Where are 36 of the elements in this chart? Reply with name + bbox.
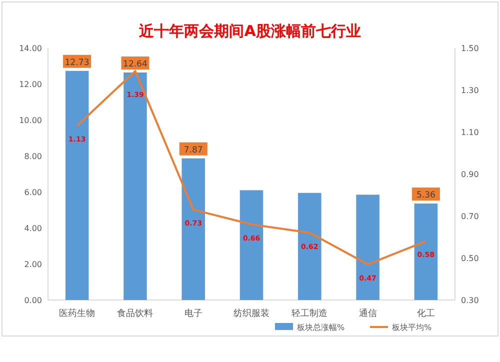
y2-tick-label: 1.50 — [461, 44, 479, 53]
data-label: 12.73 — [64, 58, 90, 68]
x-tick-label: 轻工制造 — [292, 308, 328, 319]
y-tick-label: 12.00 — [19, 80, 42, 89]
y-tick-label: 8.00 — [24, 152, 42, 161]
bar — [240, 190, 264, 300]
bar — [298, 192, 322, 300]
x-tick-label: 电子 — [184, 308, 202, 319]
legend-label: 板块总涨幅% — [296, 323, 345, 332]
y2-tick-label: 0.90 — [461, 170, 479, 179]
y2-tick-label: 0.70 — [461, 212, 479, 221]
x-tick-label: 通信 — [358, 308, 377, 319]
y2-tick-label: 1.30 — [461, 86, 479, 95]
y-tick-label: 0.00 — [24, 296, 42, 305]
data-label: 12.64 — [123, 59, 148, 70]
x-tick-label: 化工 — [416, 308, 435, 319]
y-tick-label: 2.00 — [24, 260, 42, 269]
x-tick-label: 纺织服装 — [234, 308, 270, 319]
y2-tick-label: 0.30 — [461, 296, 479, 305]
y-tick-label: 14.00 — [19, 44, 42, 53]
bar — [124, 72, 147, 300]
bar — [65, 70, 89, 300]
y-tick-label: 6.00 — [24, 188, 42, 197]
data-label: 5.36 — [416, 190, 436, 201]
y-tick-label: 4.00 — [24, 224, 42, 233]
y2-tick-label: 1.10 — [461, 128, 479, 137]
x-tick-label: 食品饮料 — [117, 308, 154, 319]
legend-label: 板块平均% — [391, 323, 432, 332]
chart-title: 近十年两会期间A股涨幅前七行业 — [138, 22, 361, 40]
data-label: 7.87 — [184, 145, 203, 156]
bar — [356, 194, 380, 300]
bar — [414, 204, 438, 300]
bar — [182, 158, 205, 300]
y2-tick-label: 0.50 — [461, 254, 479, 263]
y-tick-label: 10.00 — [19, 116, 42, 125]
x-tick-label: 医药生物 — [59, 308, 96, 319]
